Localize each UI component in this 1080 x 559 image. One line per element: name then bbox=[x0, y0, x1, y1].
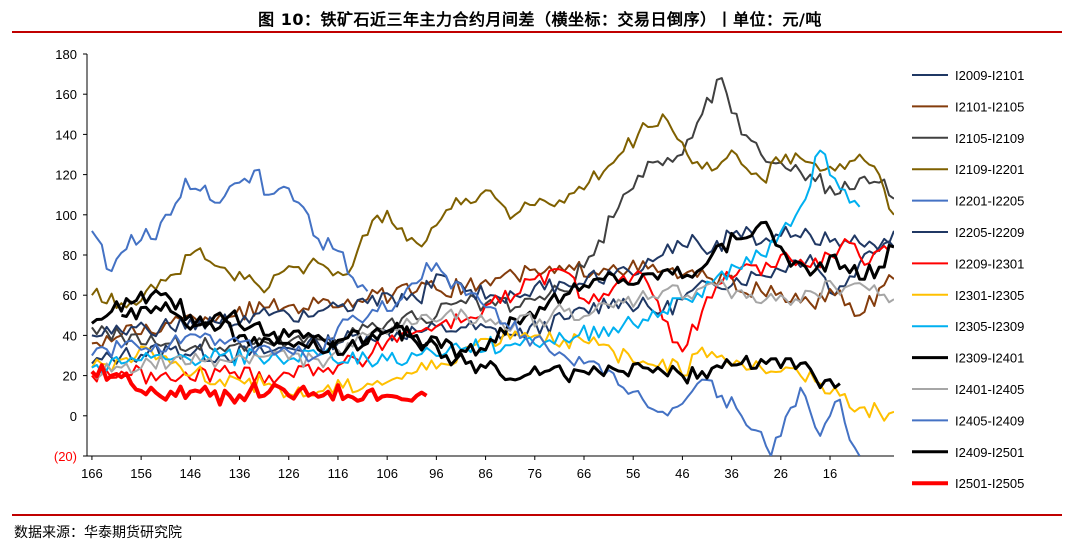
y-tick-label: 160 bbox=[55, 87, 77, 102]
legend-label: I2401-I2405 bbox=[955, 382, 1024, 397]
y-tick-label: 180 bbox=[55, 47, 77, 62]
line-chart: 180 160 140 120 100 80 60 40 20 0 (20) 166 156 146 136… bbox=[54, 47, 1025, 491]
series-line-i2405-i2409 bbox=[91, 262, 861, 456]
series-layer bbox=[90, 77, 894, 456]
y-tick-label: 140 bbox=[55, 127, 77, 142]
legend-label: I2301-I2305 bbox=[955, 288, 1024, 303]
y-tick-label: 40 bbox=[63, 328, 77, 343]
plot-area: 180 160 140 120 100 80 60 40 20 0 (20) 166 156 146 136… bbox=[54, 47, 894, 481]
legend-label: I2201-I2205 bbox=[955, 194, 1024, 209]
y-tick-label: 100 bbox=[55, 208, 77, 223]
legend-label: I2501-I2505 bbox=[955, 476, 1024, 491]
legend-label: I2209-I2301 bbox=[955, 256, 1024, 271]
legend-label: I2309-I2401 bbox=[955, 351, 1024, 366]
y-tick-label: 80 bbox=[63, 248, 77, 263]
legend-label: I2105-I2109 bbox=[955, 131, 1024, 146]
legend-label: I2305-I2309 bbox=[955, 319, 1024, 334]
x-tick-label: 86 bbox=[478, 466, 492, 481]
x-tick-label: 156 bbox=[130, 466, 152, 481]
legend-label: I2109-I2201 bbox=[955, 162, 1024, 177]
series-line-i2105-i2109 bbox=[91, 77, 894, 353]
x-tick-label: 66 bbox=[577, 466, 591, 481]
y-tick-label: (20) bbox=[54, 449, 77, 464]
x-tick-label: 106 bbox=[376, 466, 398, 481]
series-line-i2409-i2501 bbox=[90, 289, 841, 390]
series-line-i2309-i2401 bbox=[121, 220, 894, 359]
x-tick-label: 146 bbox=[179, 466, 201, 481]
legend-label: I2409-I2501 bbox=[955, 445, 1024, 460]
title-rule bbox=[12, 31, 1062, 33]
chart-title: 图 10：铁矿石近三年主力合约月间差（横坐标：交易日倒序）丨单位：元/吨 bbox=[258, 10, 822, 29]
y-tick-label: 20 bbox=[63, 369, 77, 384]
x-tick-label: 76 bbox=[528, 466, 542, 481]
legend-label: I2009-I2101 bbox=[955, 68, 1024, 83]
series-line-i2401-i2405 bbox=[91, 279, 894, 380]
x-tick-label: 26 bbox=[774, 466, 788, 481]
x-tick-label: 96 bbox=[429, 466, 443, 481]
x-tick-label: 126 bbox=[278, 466, 300, 481]
series-line-i2201-i2205 bbox=[91, 168, 369, 292]
legend-label: I2405-I2409 bbox=[955, 413, 1024, 428]
series-line-i2209-i2301 bbox=[91, 238, 890, 385]
footer-rule bbox=[12, 514, 1062, 516]
legend-label: I2205-I2209 bbox=[955, 225, 1024, 240]
x-tick-label: 56 bbox=[626, 466, 640, 481]
x-tick-label: 16 bbox=[823, 466, 837, 481]
legend: I2009-I2101 I2101-I2105 I2105-I2109 I2109-I… bbox=[912, 68, 1024, 491]
data-source: 数据来源：华泰期货研究院 bbox=[14, 525, 182, 541]
series-line-i2501-i2505 bbox=[90, 363, 428, 407]
x-tick-label: 136 bbox=[229, 466, 251, 481]
x-tick-label: 116 bbox=[328, 466, 349, 481]
y-tick-label: 120 bbox=[55, 168, 77, 183]
x-tick-label: 36 bbox=[724, 466, 738, 481]
series-line-i2109-i2201 bbox=[91, 113, 894, 309]
y-tick-label: 0 bbox=[70, 409, 77, 424]
x-tick-label: 166 bbox=[81, 466, 103, 481]
series-line-i2205-i2209 bbox=[91, 225, 894, 338]
y-tick-label: 60 bbox=[63, 288, 77, 303]
legend-label: I2101-I2105 bbox=[955, 99, 1024, 114]
series-line-i2305-i2309 bbox=[91, 149, 861, 374]
x-tick-label: 46 bbox=[675, 466, 689, 481]
